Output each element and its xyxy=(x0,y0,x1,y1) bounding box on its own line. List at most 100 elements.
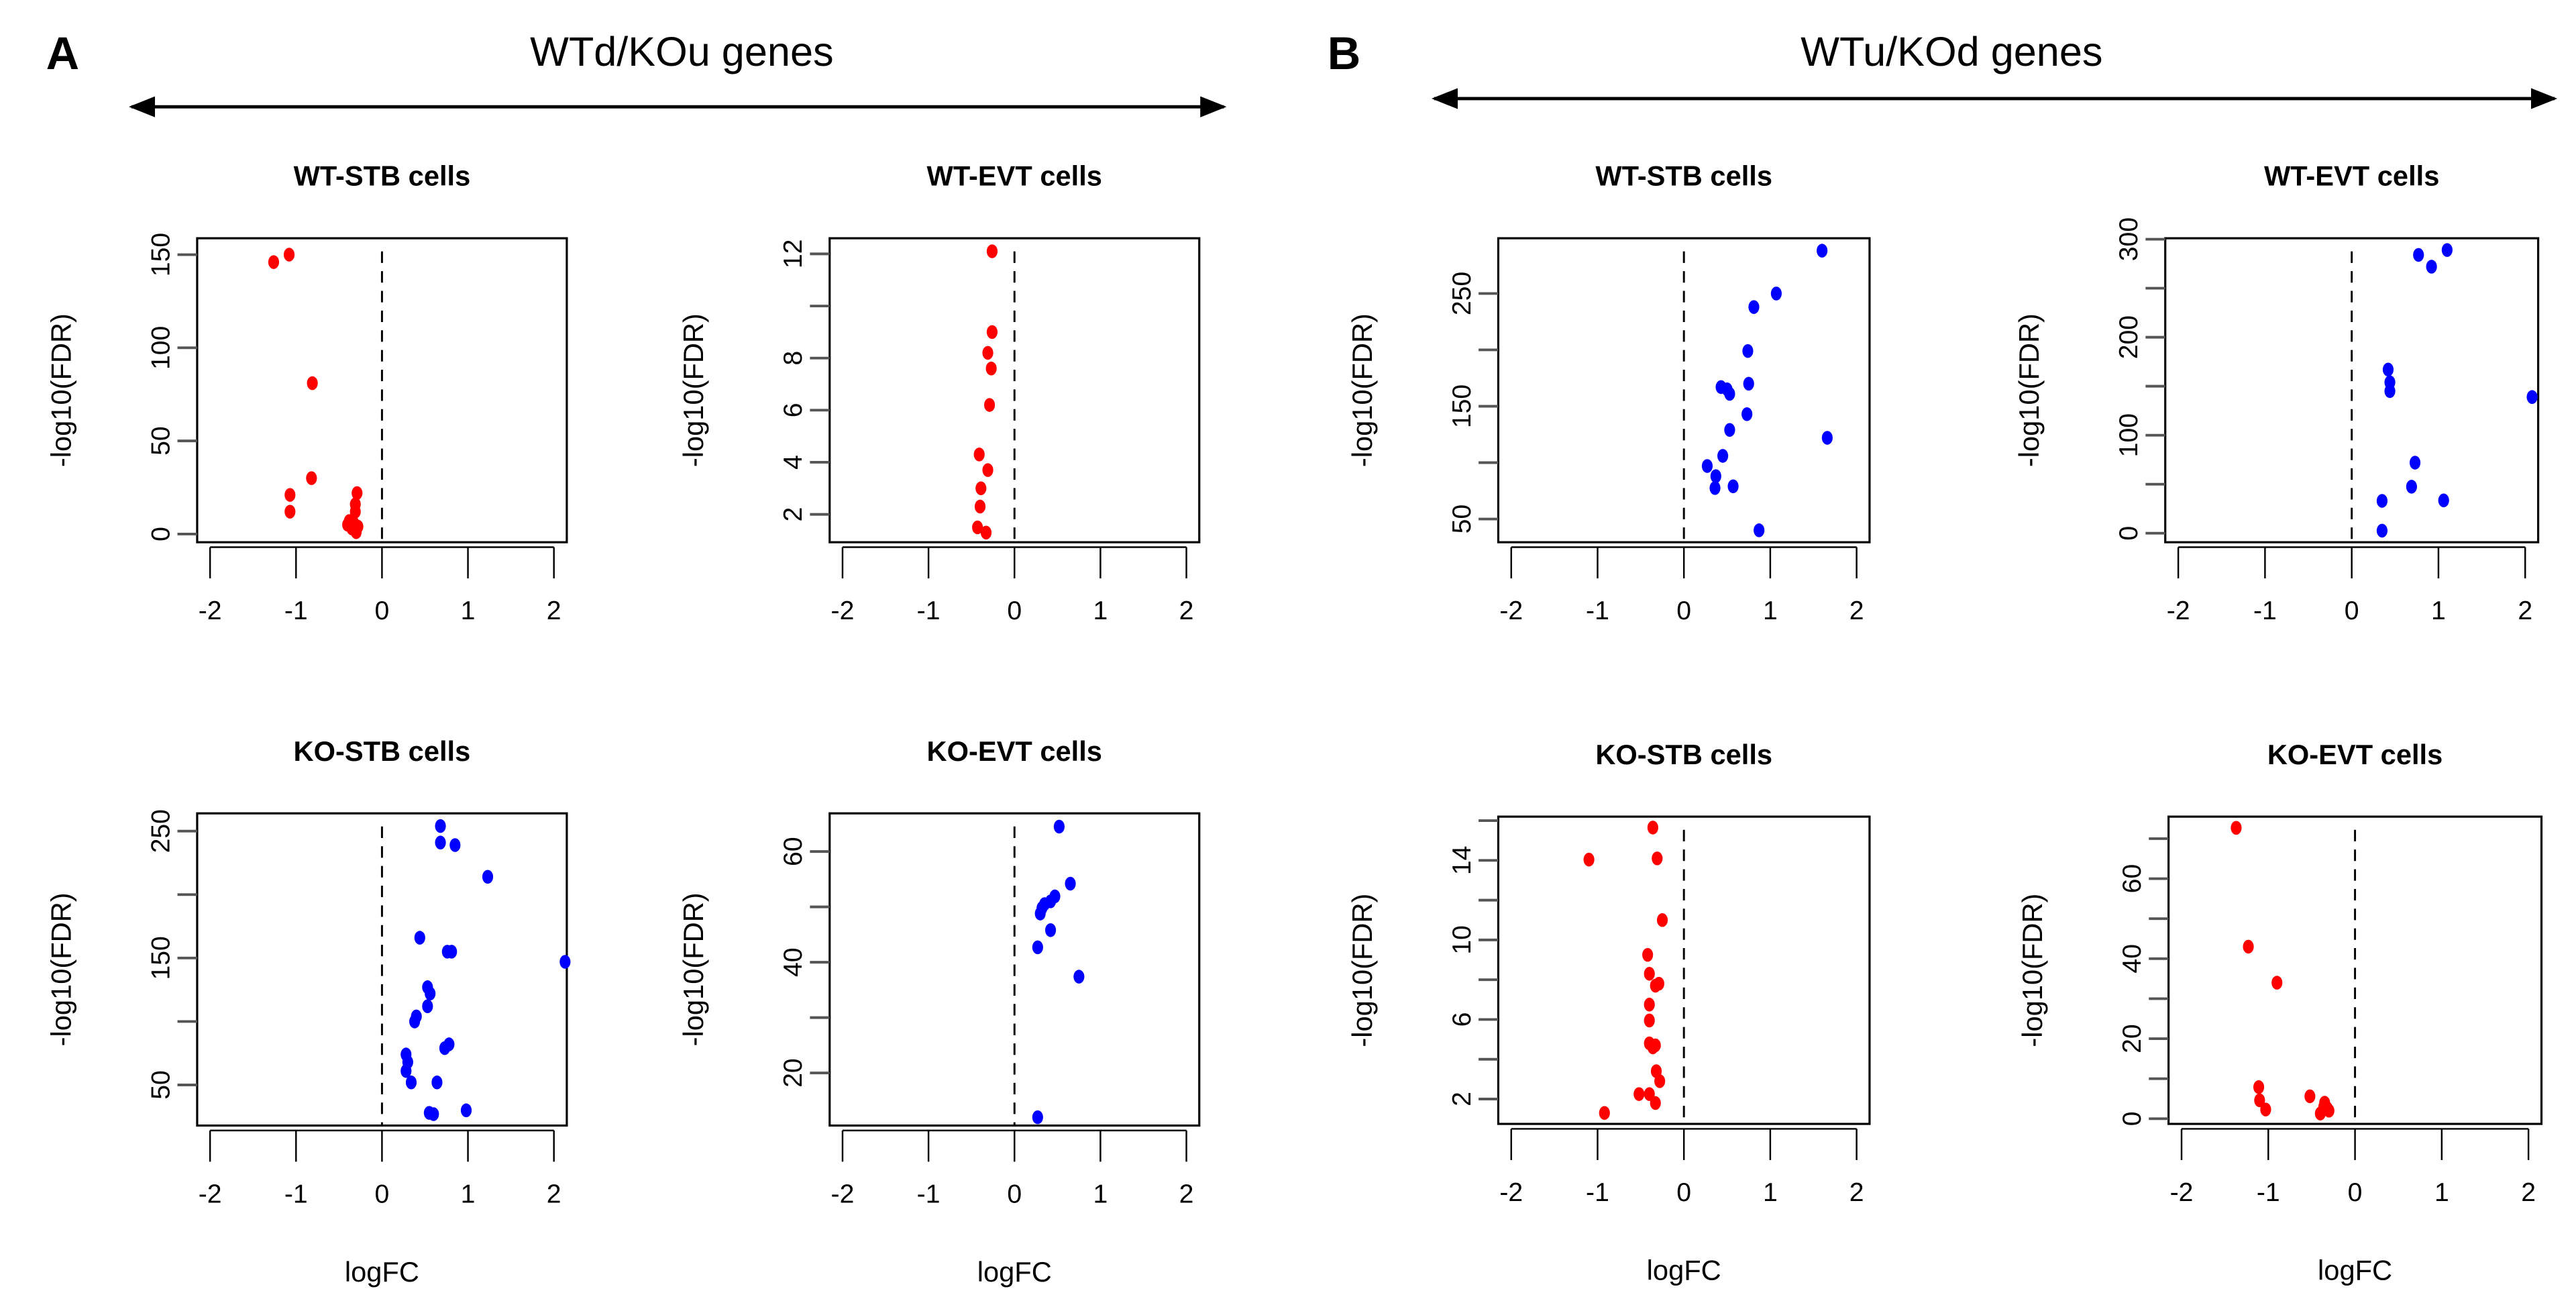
data-point xyxy=(307,376,318,390)
y-tick-label: 60 xyxy=(2118,864,2147,894)
data-point xyxy=(1650,1038,1661,1053)
scatter-panel-ko-stb-cellsb: KO-STB cells -2 -1 0 1 2 2 6 10 14 -log10(FDR) logF… xyxy=(1346,739,1871,1286)
data-point xyxy=(984,398,996,412)
x-tick-label: -1 xyxy=(1586,596,1609,625)
x-tick-label: -1 xyxy=(284,1180,308,1209)
data-point xyxy=(1073,970,1085,984)
data-point xyxy=(2526,390,2538,404)
scatter-panel-wt-stb-cellsa: WT-STB cells -2 -1 0 1 2 0 50 100 150 -log10(FDR) xyxy=(45,160,568,625)
data-point xyxy=(2304,1089,2316,1104)
panel-title: WT-STB cells xyxy=(1595,160,1772,192)
data-point xyxy=(1599,1106,1610,1120)
data-point xyxy=(1717,449,1729,463)
y-axis-label: -log10(FDR) xyxy=(1346,894,1378,1047)
x-tick-label: 0 xyxy=(1007,1180,1022,1209)
data-point xyxy=(1770,286,1782,301)
data-point xyxy=(2376,494,2388,508)
x-tick-label: 2 xyxy=(547,1180,561,1209)
x-tick-label: -2 xyxy=(2167,596,2190,625)
data-point xyxy=(980,525,992,540)
data-point xyxy=(343,514,355,528)
y-tick-label: 200 xyxy=(2114,315,2143,359)
y-tick-label: 100 xyxy=(146,326,175,370)
x-tick-label: -2 xyxy=(1499,596,1523,625)
x-axis-label: logFC xyxy=(2318,1255,2392,1286)
data-point xyxy=(482,870,494,884)
y-axis-label: -log10(FDR) xyxy=(678,892,709,1046)
data-point xyxy=(306,471,317,485)
data-point xyxy=(414,931,425,945)
data-point xyxy=(449,838,461,852)
data-point xyxy=(1032,1110,1043,1125)
data-point xyxy=(446,945,458,959)
y-tick-label: 50 xyxy=(1448,505,1477,534)
x-tick-label: 1 xyxy=(1763,596,1778,625)
data-point xyxy=(350,525,362,539)
panel-title: WT-STB cells xyxy=(294,160,471,192)
y-tick-label: 8 xyxy=(779,351,808,366)
x-tick-label: -2 xyxy=(199,596,222,625)
x-tick-label: 2 xyxy=(1179,1180,1194,1209)
data-point xyxy=(400,1063,412,1078)
y-axis-label: -log10(FDR) xyxy=(45,313,76,467)
y-axis-label: -log10(FDR) xyxy=(2017,894,2048,1047)
panel-title: KO-STB cells xyxy=(1595,739,1772,770)
x-tick-label: 2 xyxy=(547,596,561,625)
y-tick-label: 250 xyxy=(1448,272,1477,315)
x-tick-label: 0 xyxy=(2345,596,2359,625)
x-tick-label: 0 xyxy=(2348,1178,2363,1207)
data-point xyxy=(975,481,987,496)
y-tick-label: 150 xyxy=(146,936,175,980)
data-point xyxy=(1583,852,1595,867)
y-tick-label: 20 xyxy=(779,1058,808,1088)
x-tick-label: 1 xyxy=(1093,596,1108,625)
x-axis-label: logFC xyxy=(977,1256,1052,1288)
data-point xyxy=(1741,407,1753,421)
x-tick-label: -2 xyxy=(199,1180,222,1209)
data-point xyxy=(1650,1096,1661,1110)
data-point xyxy=(2271,976,2283,990)
y-tick-label: 6 xyxy=(779,403,808,417)
data-point xyxy=(1644,966,1655,981)
y-tick-label: 0 xyxy=(2114,526,2143,541)
data-point xyxy=(284,505,296,519)
x-tick-label: 1 xyxy=(461,1180,476,1209)
y-tick-label: 6 xyxy=(1448,1012,1477,1027)
data-point xyxy=(268,255,280,269)
data-point xyxy=(435,819,446,833)
data-point xyxy=(2382,362,2394,377)
y-tick-label: 0 xyxy=(146,527,175,541)
data-point xyxy=(283,248,295,262)
y-tick-label: 250 xyxy=(146,809,175,853)
data-point xyxy=(1654,1074,1666,1088)
panel-title: KO-EVT cells xyxy=(927,735,1102,767)
data-point xyxy=(1044,923,1057,937)
plot-frame xyxy=(2164,237,2540,543)
data-point xyxy=(1644,997,1655,1012)
data-point xyxy=(559,955,571,969)
data-point xyxy=(352,486,363,501)
y-tick-label: 14 xyxy=(1448,846,1477,876)
data-point xyxy=(1032,940,1043,955)
data-point xyxy=(1652,851,1663,866)
panel-title: KO-EVT cells xyxy=(2267,739,2443,770)
x-axis-label: logFC xyxy=(345,1256,419,1288)
x-tick-label: 1 xyxy=(2431,596,2446,625)
data-point xyxy=(986,244,998,258)
scatter-panel-ko-evt-cellsa: KO-EVT cells -2 -1 0 1 2 20 40 60 -log10(FDR) logF… xyxy=(678,735,1201,1288)
data-point xyxy=(1727,479,1739,494)
data-point xyxy=(409,1014,421,1029)
y-tick-label: 2 xyxy=(779,507,808,522)
x-tick-label: -1 xyxy=(917,596,941,625)
plot-frame xyxy=(196,237,568,543)
scatter-panel-ko-evt-cellsb: KO-EVT cells-2 -1 0 1 20204060-log10(FDR)log… xyxy=(2017,739,2543,1286)
y-tick-label: 300 xyxy=(2114,217,2143,261)
x-tick-label: 0 xyxy=(1007,596,1022,625)
data-point xyxy=(2260,1102,2271,1116)
data-point xyxy=(2441,243,2453,257)
data-point xyxy=(973,448,985,462)
data-point xyxy=(1642,947,1654,962)
